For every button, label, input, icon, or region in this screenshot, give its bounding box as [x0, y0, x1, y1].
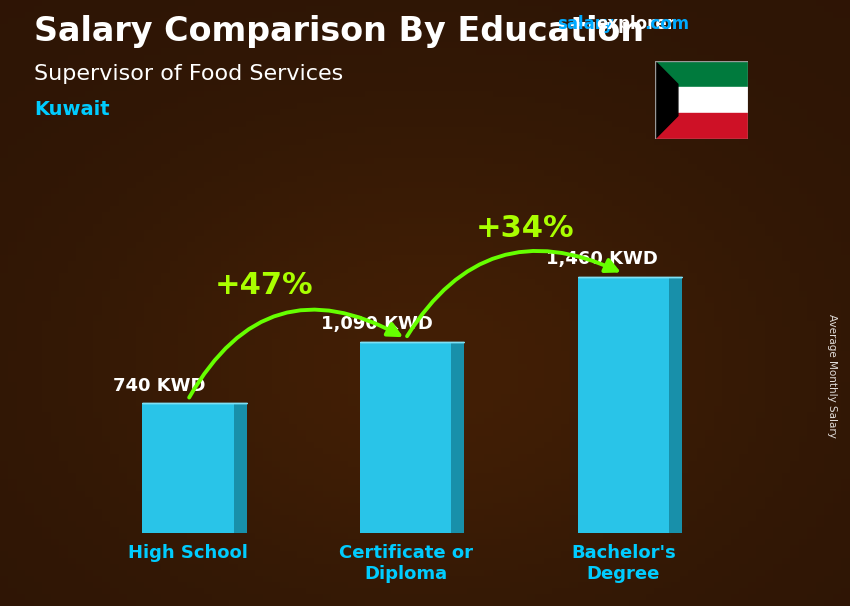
Bar	[669, 277, 683, 533]
Text: .com: .com	[644, 15, 689, 33]
Text: Average Monthly Salary: Average Monthly Salary	[827, 314, 837, 438]
Bar	[360, 342, 451, 533]
Text: 1,090 KWD: 1,090 KWD	[321, 315, 434, 333]
Bar	[234, 404, 246, 533]
Bar	[451, 342, 464, 533]
Text: Supervisor of Food Services: Supervisor of Food Services	[34, 64, 343, 84]
Bar	[578, 277, 669, 533]
Bar	[654, 113, 748, 139]
Text: 740 KWD: 740 KWD	[113, 377, 206, 395]
Text: 1,460 KWD: 1,460 KWD	[546, 250, 658, 268]
Bar	[142, 404, 234, 533]
Text: +47%: +47%	[215, 271, 314, 301]
Bar	[654, 87, 748, 113]
Text: Salary Comparison By Education: Salary Comparison By Education	[34, 15, 644, 48]
Text: salary: salary	[557, 15, 614, 33]
Polygon shape	[654, 61, 677, 139]
Text: Kuwait: Kuwait	[34, 100, 110, 119]
Bar	[654, 61, 748, 87]
Text: +34%: +34%	[476, 213, 575, 242]
Text: explorer: explorer	[597, 15, 676, 33]
